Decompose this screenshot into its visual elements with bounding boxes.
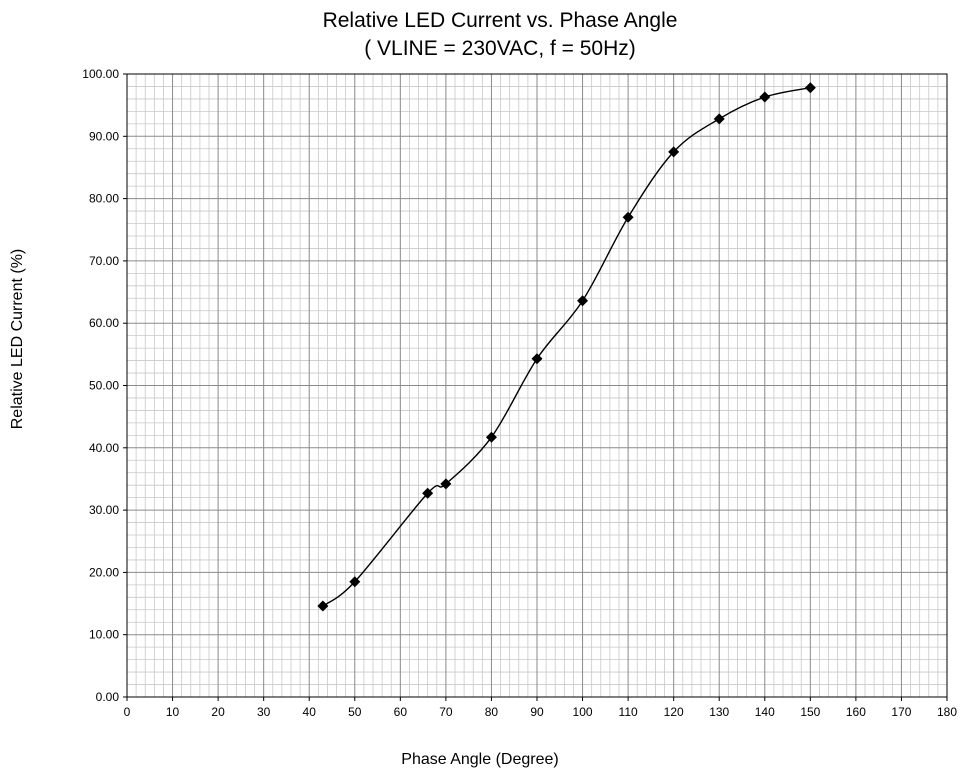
data-point-marker: [349, 576, 361, 588]
data-point-marker: [668, 146, 680, 158]
x-tick-label: 90: [530, 705, 544, 719]
major-grid: [127, 74, 947, 697]
y-tick-label: 70.00: [89, 254, 119, 268]
series-markers: [317, 82, 816, 612]
x-tick-label: 40: [303, 705, 317, 719]
data-point-marker: [422, 487, 434, 499]
data-point-marker: [440, 478, 452, 490]
x-tick-label: 80: [485, 705, 499, 719]
y-tick-label: 20.00: [89, 565, 119, 579]
x-tick-label: 140: [755, 705, 775, 719]
y-tick-label: 90.00: [89, 129, 119, 143]
data-point-marker: [622, 211, 634, 223]
data-point-marker: [317, 600, 329, 612]
y-tick-label: 30.00: [89, 503, 119, 517]
data-point-marker: [713, 113, 725, 125]
chart-title: Relative LED Current vs. Phase Angle: [323, 9, 678, 32]
x-tick-label: 50: [348, 705, 362, 719]
x-tick-label: 120: [664, 705, 684, 719]
x-tick-label: 170: [891, 705, 911, 719]
data-point-marker: [577, 295, 589, 307]
data-point-marker: [485, 431, 497, 443]
x-tick-label: 20: [211, 705, 225, 719]
x-tick-label: 150: [800, 705, 820, 719]
x-tick-label: 180: [937, 705, 957, 719]
x-tick-label: 160: [846, 705, 866, 719]
y-axis-ticks: 0.00 10.00 20.00 30.00 40.00 50.00 60.00 70.00 8…: [82, 67, 127, 704]
x-tick-label: 130: [709, 705, 729, 719]
data-point-marker: [804, 82, 816, 94]
x-tick-label: 100: [573, 705, 593, 719]
chart-subtitle: ( VLINE = 230VAC, f = 50Hz): [364, 37, 636, 60]
data-point-marker: [759, 91, 771, 103]
data-point-marker: [531, 353, 543, 365]
y-tick-label: 100.00: [82, 67, 119, 81]
y-tick-label: 0.00: [96, 690, 120, 704]
y-tick-label: 40.00: [89, 441, 119, 455]
x-tick-label: 30: [257, 705, 271, 719]
x-axis-ticks: 0 10 20 30 40 50 60 70 80 90 100 110 120 130 140 150 160…: [124, 697, 957, 719]
y-axis-title: Relative LED Current (%): [9, 249, 26, 430]
x-axis-title: Phase Angle (Degree): [401, 751, 558, 768]
y-tick-label: 60.00: [89, 316, 119, 330]
x-tick-label: 0: [124, 705, 131, 719]
y-tick-label: 80.00: [89, 192, 119, 206]
y-tick-label: 50.00: [89, 379, 119, 393]
x-tick-label: 110: [619, 705, 638, 719]
x-tick-label: 70: [439, 705, 453, 719]
x-tick-label: 60: [394, 705, 408, 719]
y-tick-label: 10.00: [89, 628, 119, 642]
x-tick-label: 10: [166, 705, 180, 719]
